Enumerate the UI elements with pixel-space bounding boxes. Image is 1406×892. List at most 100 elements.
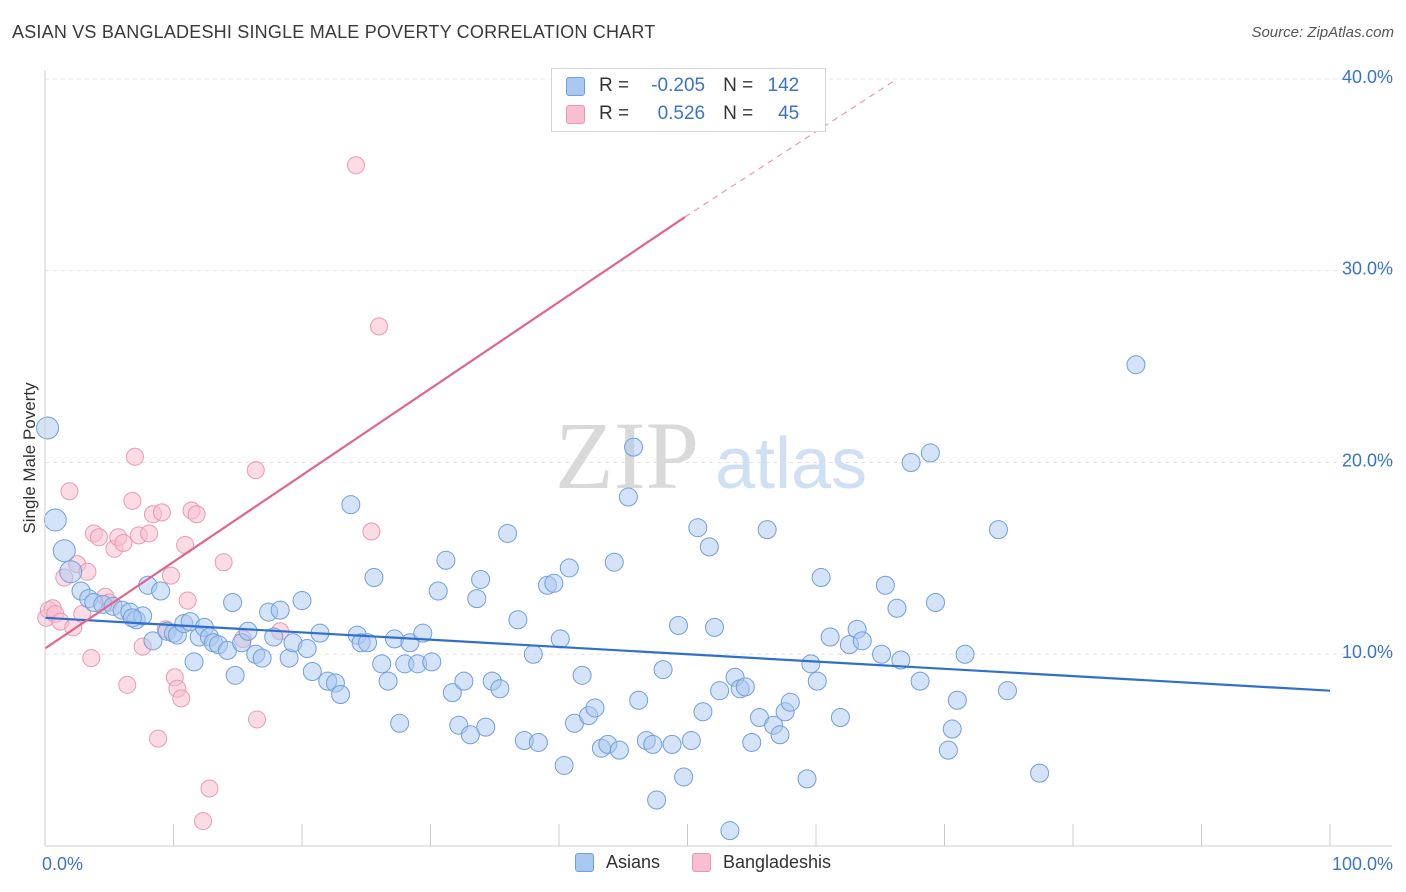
asians-point — [872, 644, 892, 664]
asians-point — [735, 677, 755, 697]
bangladeshis-point — [152, 503, 171, 522]
asians-point — [653, 660, 673, 680]
bangladeshis-point — [178, 591, 197, 610]
asians-point — [442, 683, 462, 703]
asians-point — [523, 644, 543, 664]
asians-point — [609, 740, 629, 760]
asians-point — [947, 690, 967, 710]
legend-item-asians[interactable]: Asians — [574, 852, 660, 873]
asians-point — [238, 621, 258, 641]
legend-item-bangladeshis[interactable]: Bangladeshis — [691, 852, 832, 873]
legend-r-value: 0.526 — [657, 103, 706, 124]
asians-point — [720, 821, 740, 841]
asians-point — [988, 520, 1008, 540]
asians-point — [223, 592, 243, 612]
asians-point — [378, 671, 398, 691]
asians-point — [436, 550, 456, 570]
y-tick-label: 20.0% — [1342, 450, 1393, 470]
asians-point — [467, 589, 487, 609]
asians-point — [585, 698, 605, 718]
series-asians-points — [36, 355, 1146, 841]
bangladeshis-point — [187, 505, 206, 524]
asians-point — [292, 591, 312, 611]
legend-n-value: 45 — [778, 103, 800, 124]
asians-point — [955, 644, 975, 664]
legend-n-label: N = — [723, 75, 754, 96]
bangladeshis-point — [194, 812, 213, 831]
bangladeshis-swatch-icon — [566, 104, 585, 124]
asians-point — [460, 725, 480, 745]
axis-layer: 10.0% 20.0% 30.0% 40.0% 0.0% 100.0% — [42, 67, 1393, 874]
asians-point — [508, 610, 528, 630]
asians-point — [264, 627, 284, 647]
asians-point — [820, 627, 840, 647]
asians-point — [662, 734, 682, 754]
asians-point — [681, 731, 701, 751]
x-tick-label: 0.0% — [42, 854, 83, 874]
bangladeshis-point — [370, 317, 389, 336]
asians-trend-line — [44, 616, 1331, 692]
asians-point — [811, 568, 831, 588]
stats-legend: R = -0.205 N = 142 R = 0.526 N = 45 — [551, 68, 826, 132]
asians-point — [36, 416, 60, 440]
asians-point — [742, 732, 762, 752]
asians-point — [688, 518, 708, 538]
bangladeshis-trend-line — [44, 216, 686, 650]
bangladeshis-point — [214, 553, 233, 572]
bangladeshis-point — [114, 534, 133, 553]
watermark: ZIP atlas — [555, 402, 867, 509]
asians-point — [618, 487, 638, 507]
asians-point — [901, 453, 921, 472]
legend-row-asians: R = -0.205 N = 142 — [566, 73, 799, 99]
asians-point — [704, 617, 724, 637]
asians-point — [1126, 355, 1146, 375]
asians-point — [331, 685, 351, 705]
asians-point — [544, 573, 564, 593]
legend-n-label: N = — [723, 103, 754, 124]
asians-point — [59, 560, 83, 584]
legend-r-label: R = — [599, 103, 630, 124]
asians-point — [550, 629, 570, 649]
asians-point — [151, 581, 171, 601]
asians-point — [997, 681, 1017, 701]
bangladeshis-point — [161, 566, 180, 585]
trend-layer — [44, 78, 1331, 692]
asians-swatch-icon — [566, 76, 585, 96]
asians-point — [852, 631, 872, 651]
bangladeshis-trend-extension — [684, 78, 898, 218]
asians-point — [52, 539, 76, 563]
legend-r-label: R = — [599, 75, 630, 96]
asians-point — [1030, 763, 1050, 783]
asians-point — [358, 633, 378, 653]
asians-point — [364, 568, 384, 588]
asians-point — [797, 769, 817, 789]
bangladeshis-point — [89, 528, 108, 547]
bangladeshis-swatch-icon — [691, 853, 711, 872]
asians-point — [490, 679, 510, 699]
asians-point — [270, 600, 290, 620]
y-axis-label: Single Male Poverty — [20, 382, 39, 534]
asians-point — [801, 654, 821, 674]
bangladeshis-point — [200, 779, 219, 798]
legend-item-label: Bangladeshis — [722, 852, 832, 872]
series-legend: Asians Bangladeshis — [0, 852, 1406, 873]
bangladeshis-point — [140, 524, 159, 543]
chart-source: Source: ZipAtlas.com — [1251, 24, 1394, 41]
bangladeshis-point — [246, 461, 265, 480]
asians-point — [528, 732, 548, 752]
bangladeshis-point — [248, 710, 267, 729]
bangladeshis-point — [172, 689, 191, 708]
legend-n-value: 142 — [767, 75, 800, 96]
bangladeshis-point — [60, 482, 79, 501]
asians-point — [559, 558, 579, 578]
bangladeshis-point — [123, 491, 142, 510]
asians-point — [770, 725, 790, 745]
asians-point — [428, 581, 448, 601]
asians-point — [372, 654, 392, 674]
asians-swatch-icon — [574, 853, 594, 872]
asians-point — [926, 592, 946, 612]
asians-point — [910, 671, 930, 691]
asians-point — [498, 523, 518, 543]
bangladeshis-point — [346, 156, 365, 175]
